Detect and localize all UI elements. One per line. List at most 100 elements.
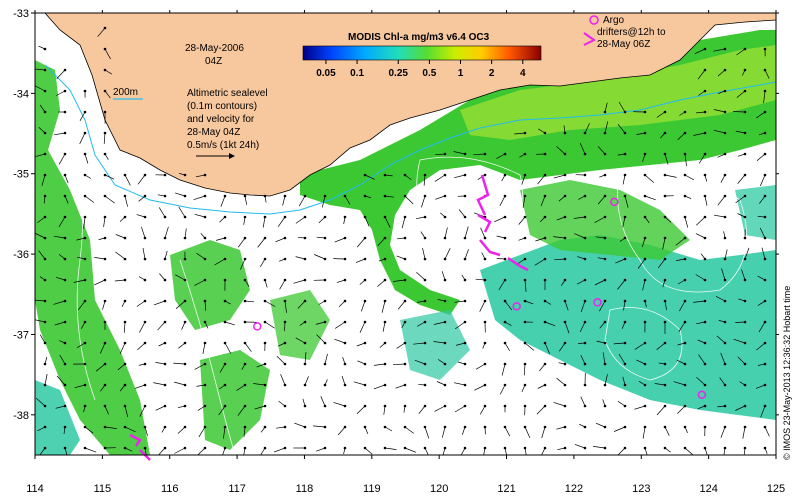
velocity-vector: [637, 258, 646, 269]
velocity-vector-origin: [563, 257, 567, 261]
velocity-vector-origin: [303, 404, 307, 408]
velocity-vector: [524, 279, 527, 292]
velocity-vector-origin: [663, 278, 667, 282]
velocity-vector-origin: [223, 194, 227, 198]
x-tick-label: 125: [767, 483, 785, 495]
velocity-vector-origin: [323, 362, 327, 366]
velocity-vector-origin: [703, 320, 707, 324]
velocity-vector-origin: [543, 383, 547, 387]
velocity-vector-origin: [683, 446, 687, 450]
velocity-vector-origin: [603, 152, 607, 156]
y-axis: -33 -34 -35 -36 -37 -38: [13, 8, 779, 422]
velocity-vector-origin: [143, 194, 147, 198]
colorbar-tick-label: 0.1: [350, 68, 364, 79]
velocity-vector: [579, 142, 586, 155]
velocity-vector-origin: [63, 425, 67, 429]
velocity-vector-origin: [763, 404, 767, 408]
velocity-vector: [724, 249, 728, 260]
velocity-vector-origin: [643, 278, 647, 282]
velocity-vector: [602, 352, 606, 365]
velocity-vector-origin: [383, 194, 387, 198]
velocity-vector-origin: [603, 173, 607, 177]
velocity-vector: [175, 274, 186, 281]
velocity-vector-origin: [463, 404, 467, 408]
velocity-vector-origin: [303, 320, 307, 324]
velocity-vector: [504, 447, 507, 455]
velocity-vector-origin: [683, 236, 687, 240]
altimetry-line-1: Altimetric sealevel: [187, 88, 268, 99]
x-tick-label: 118: [296, 483, 314, 495]
velocity-vector-origin: [763, 446, 767, 450]
velocity-vector-origin: [443, 425, 447, 429]
velocity-vector-origin: [583, 299, 587, 303]
velocity-vector-origin: [203, 425, 207, 429]
velocity-vector-origin: [303, 446, 307, 450]
velocity-vector: [704, 195, 708, 206]
chl-central-south: [200, 350, 270, 450]
velocity-vector: [580, 396, 586, 407]
argo-legend-line-2: drifters@12h to: [597, 27, 666, 38]
velocity-vector: [504, 426, 511, 437]
velocity-vector-origin: [403, 425, 407, 429]
velocity-vector: [518, 216, 526, 225]
velocity-vector-origin: [623, 194, 627, 198]
velocity-vector: [124, 447, 133, 452]
velocity-vector-origin: [543, 236, 547, 240]
velocity-vector: [164, 250, 168, 260]
velocity-vector-origin: [523, 257, 527, 261]
velocity-vector-origin: [283, 236, 287, 240]
velocity-vector-origin: [83, 257, 87, 261]
velocity-vector-origin: [383, 173, 387, 177]
velocity-vector: [594, 216, 606, 224]
velocity-vector-origin: [63, 320, 67, 324]
velocity-vector-origin: [263, 278, 267, 282]
velocity-vector: [494, 216, 506, 223]
velocity-vector: [356, 405, 366, 415]
velocity-vector: [715, 295, 726, 302]
velocity-vector-origin: [83, 425, 87, 429]
chlorophyll-layer: [35, 30, 776, 455]
velocity-vector-origin: [43, 341, 47, 345]
velocity-vector: [721, 268, 726, 281]
velocity-vector-origin: [723, 257, 727, 261]
colorbar-tick-label: 2: [489, 68, 495, 79]
velocity-vector-origin: [443, 194, 447, 198]
velocity-vector: [595, 236, 606, 239]
velocity-vector-origin: [263, 257, 267, 261]
velocity-vector: [384, 216, 391, 228]
velocity-vector: [137, 174, 146, 185]
velocity-vector: [557, 447, 566, 451]
velocity-vector-origin: [63, 110, 67, 114]
velocity-vector-origin: [343, 320, 347, 324]
velocity-vector-origin: [583, 404, 587, 408]
velocity-vector-origin: [463, 383, 467, 387]
velocity-vector: [173, 362, 186, 365]
velocity-vector-origin: [763, 341, 767, 345]
velocity-vector-origin: [163, 320, 167, 324]
velocity-vector-origin: [743, 320, 747, 324]
velocity-vector: [153, 382, 166, 386]
velocity-vector-origin: [403, 362, 407, 366]
velocity-vector-origin: [623, 110, 627, 114]
velocity-vector: [696, 216, 706, 226]
argo-legend-track: [583, 32, 596, 46]
velocity-vector-origin: [323, 194, 327, 198]
velocity-vector: [237, 405, 246, 416]
velocity-vector: [382, 321, 386, 332]
velocity-vector: [763, 90, 766, 103]
colorbar-tick-label: 0.5: [422, 68, 436, 79]
velocity-vector-origin: [83, 278, 87, 282]
velocity-vector-origin: [623, 236, 627, 240]
velocity-vector-origin: [183, 236, 187, 240]
velocity-vector: [194, 213, 206, 218]
velocity-vector: [496, 235, 506, 239]
velocity-vector-origin: [303, 362, 307, 366]
velocity-vector: [664, 216, 672, 223]
velocity-vector-origin: [563, 131, 567, 135]
velocity-vector: [424, 426, 430, 439]
velocity-vector-origin: [323, 278, 327, 282]
velocity-vector-origin: [483, 257, 487, 261]
velocity-vector-origin: [103, 236, 107, 240]
argo-float-marker: [697, 390, 707, 399]
colorbar-tick-label: 4: [520, 68, 526, 79]
